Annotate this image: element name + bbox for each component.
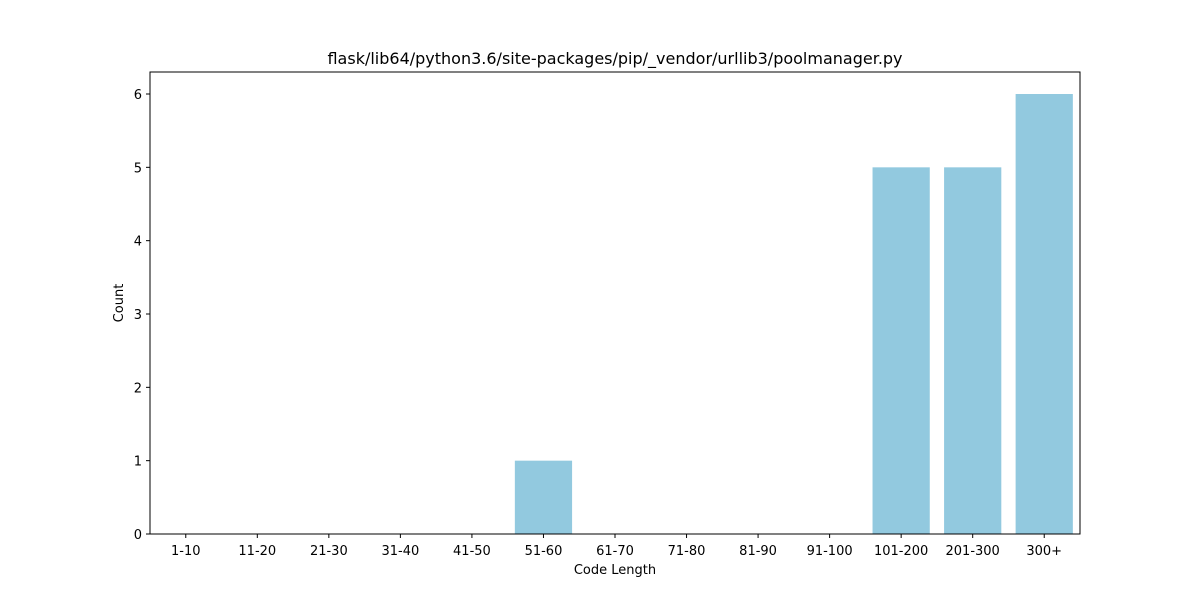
x-tick-label: 21-30	[310, 544, 348, 559]
x-tick-label: 300+	[1026, 544, 1062, 559]
x-tick-label: 1-10	[171, 544, 201, 559]
bar-201-300	[944, 167, 1002, 534]
y-tick-label: 2	[134, 381, 142, 396]
plot-frame	[149, 71, 1081, 535]
bar-101-200	[872, 167, 930, 534]
x-tick-label: 71-80	[668, 544, 706, 559]
y-tick-label: 3	[134, 308, 142, 323]
x-tick-label: 201-300	[946, 544, 1000, 559]
y-tick-label: 4	[134, 235, 142, 250]
bar-51-60	[514, 460, 573, 534]
y-tick-label: 0	[134, 528, 142, 543]
ticks-layer: 1-10 11-20 21-30 31-40 41-50 51-60 61-70 71-80 8…	[134, 88, 1062, 559]
x-tick-label: 51-60	[525, 544, 563, 559]
x-tick-label: 41-50	[453, 544, 491, 559]
x-tick-label: 81-90	[739, 544, 777, 559]
x-axis-label: Code Length	[574, 563, 656, 578]
y-axis-label: Count	[112, 284, 127, 323]
y-tick-label: 1	[134, 455, 142, 470]
y-tick-label: 5	[134, 161, 142, 176]
chart-title: flask/lib64/python3.6/site-packages/pip/…	[327, 49, 902, 69]
bar-300+	[1015, 94, 1073, 534]
x-tick-label: 101-200	[874, 544, 928, 559]
x-tick-label: 31-40	[381, 544, 419, 559]
y-tick-label: 6	[134, 88, 142, 103]
x-tick-label: 91-100	[807, 544, 853, 559]
bars-layer	[514, 94, 1073, 534]
x-tick-label: 61-70	[596, 544, 634, 559]
x-tick-label: 11-20	[238, 544, 276, 559]
